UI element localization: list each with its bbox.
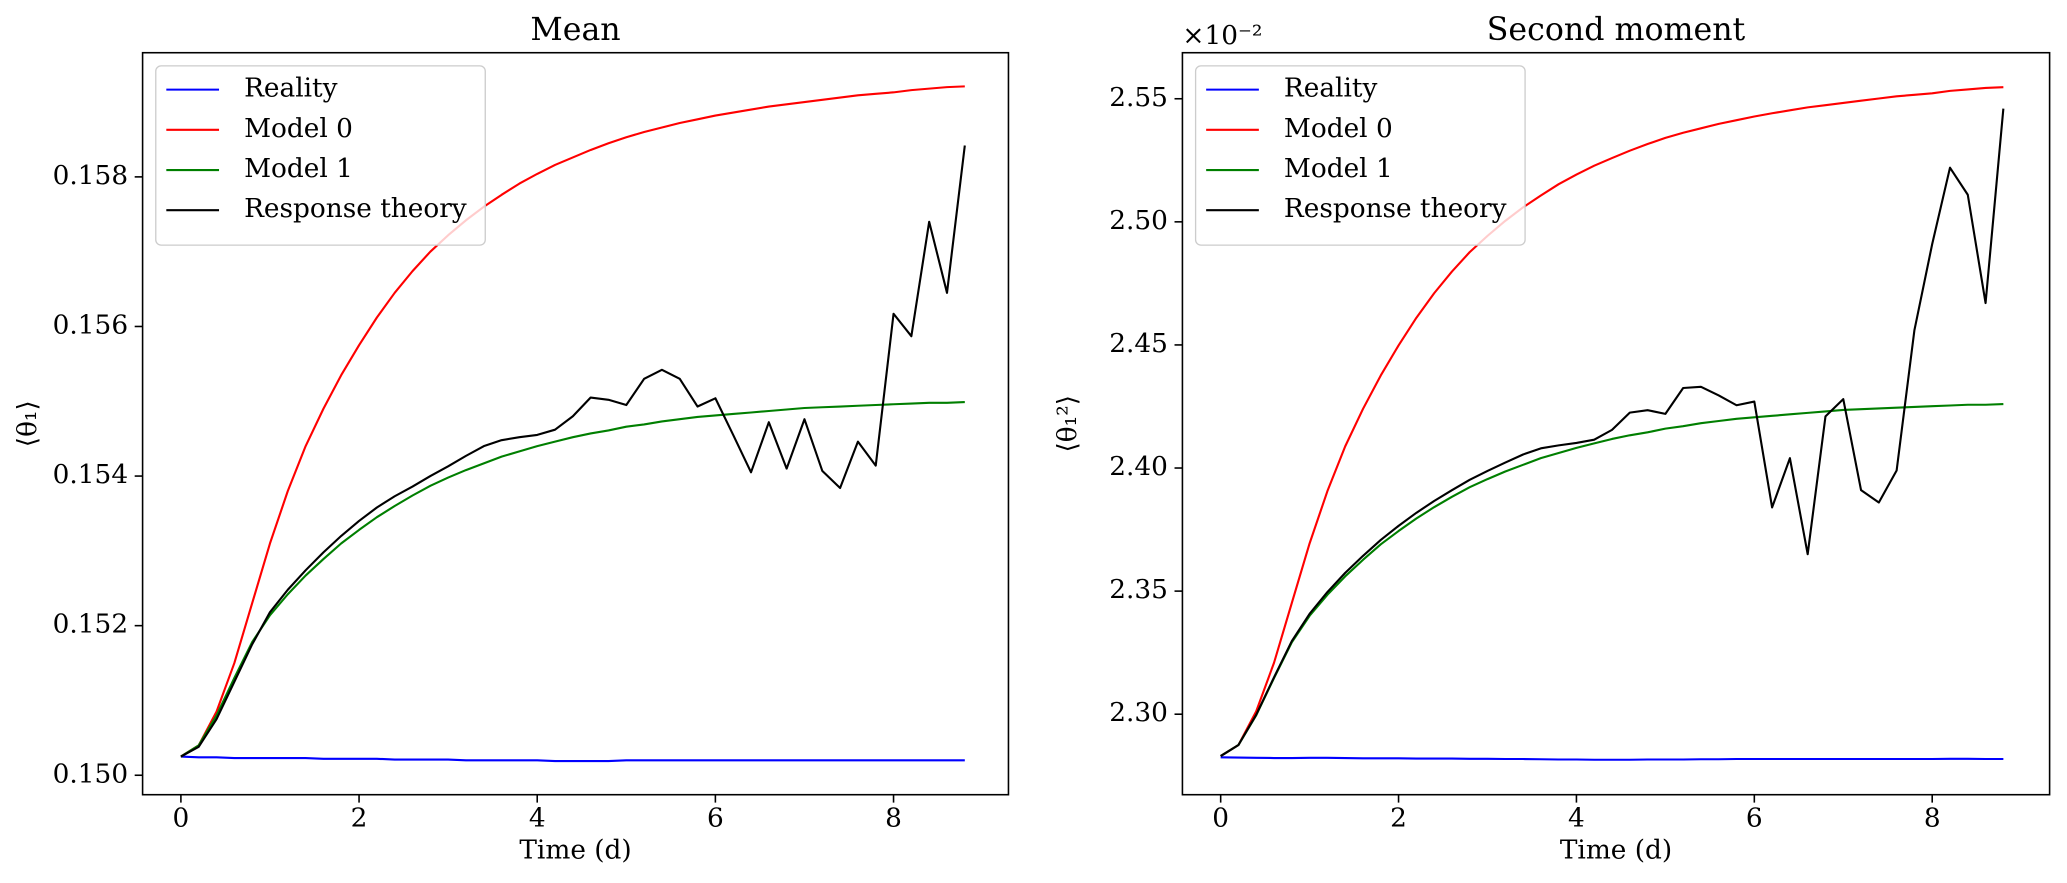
- x-tick-label: 6: [707, 804, 724, 834]
- y-axis-label: ⟨θ₁⟩: [13, 400, 43, 447]
- chart-title: Second moment: [1487, 12, 1746, 48]
- legend-label: Reality: [244, 74, 338, 104]
- x-tick-label: 8: [885, 804, 902, 834]
- x-tick-label: 6: [1746, 804, 1763, 834]
- x-tick-label: 4: [529, 804, 546, 834]
- x-tick-label: 0: [1212, 804, 1229, 834]
- y-tick-label: 0.150: [53, 759, 128, 789]
- data-line: [180, 755, 965, 763]
- legend-label: Response theory: [244, 194, 467, 224]
- legend-box: [155, 65, 486, 246]
- y-tick-label: 0.156: [53, 310, 128, 340]
- data-line: [180, 400, 965, 758]
- chart-title: Mean: [530, 12, 620, 48]
- legend: Reality Model 0 Model 1 Response theory: [155, 65, 486, 246]
- legend-label: Response theory: [1284, 194, 1507, 224]
- x-tick-label: 4: [1568, 804, 1585, 834]
- x-tick-label: 8: [1924, 804, 1941, 834]
- legend-label: Model 1: [1284, 154, 1393, 184]
- legend-label: Model 1: [244, 154, 353, 184]
- y-tick-label: 2.30: [1109, 698, 1168, 728]
- subplot: Second moment ×10⁻² 0 2 4 6 8 2.30 2.35 2.40 2.45 2…: [1053, 12, 2051, 865]
- x-tick-label: 0: [173, 804, 190, 834]
- data-line: [1220, 402, 2004, 757]
- subplot: Mean 0 2 4 6 8 0.150 0.152 0.154 0.156 0.158 Time (…: [13, 12, 1010, 865]
- data-line: [1220, 86, 2004, 757]
- x-axis-label: Time (d): [1560, 835, 1672, 865]
- y-tick-label: 2.40: [1109, 452, 1168, 482]
- y-axis-label: ⟨θ₁²⟩: [1053, 395, 1083, 453]
- y-tick-label: 2.35: [1109, 575, 1168, 605]
- axes-frame: [1181, 51, 2051, 796]
- y-tick-label: 2.50: [1109, 206, 1168, 236]
- legend-label: Reality: [1284, 74, 1378, 104]
- y-tick-label: 0.152: [53, 610, 128, 640]
- data-line: [1220, 756, 2004, 761]
- y-tick-label: 2.55: [1109, 83, 1168, 113]
- x-tick-label: 2: [351, 804, 368, 834]
- x-tick-label: 2: [1390, 804, 1407, 834]
- legend-label: Model 0: [1284, 114, 1393, 144]
- y-offset-label: ×10⁻²: [1182, 21, 1262, 51]
- axes-frame: [141, 51, 1010, 796]
- x-axis-label: Time (d): [519, 835, 631, 865]
- y-tick-label: 0.154: [53, 460, 128, 490]
- data-line: [180, 145, 966, 758]
- y-tick-label: 2.45: [1109, 329, 1168, 359]
- legend: Reality Model 0 Model 1 Response theory: [1194, 65, 1526, 246]
- data-line: [180, 85, 965, 758]
- data-line: [1220, 108, 2005, 757]
- legend-label: Model 0: [244, 114, 353, 144]
- y-tick-label: 0.158: [53, 161, 128, 191]
- legend-box: [1194, 65, 1526, 246]
